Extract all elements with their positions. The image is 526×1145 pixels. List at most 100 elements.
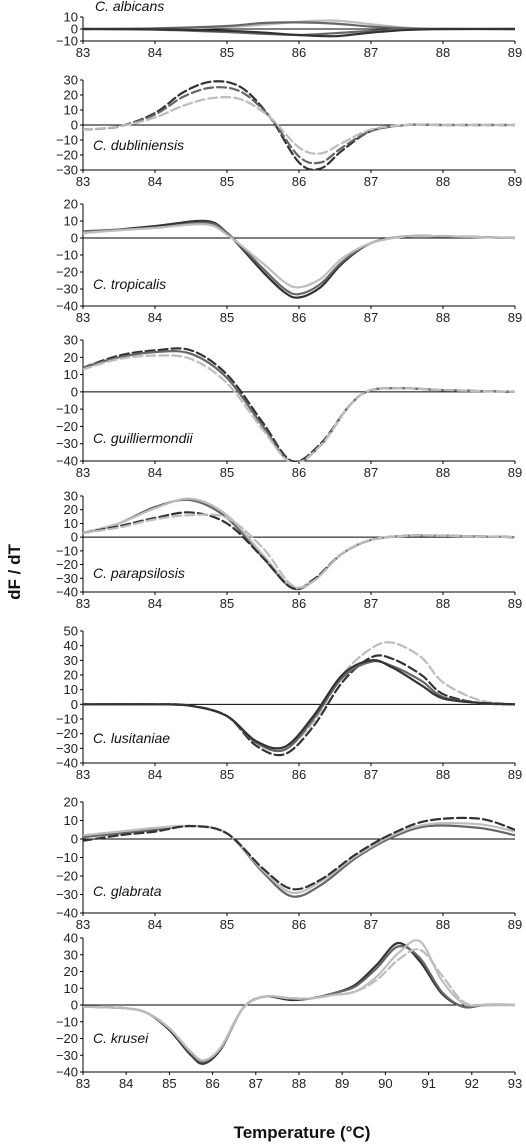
x-tick-label: 85 [220,174,234,189]
x-tick-label: 87 [364,174,378,189]
x-tick-label: 84 [148,310,162,325]
species-label: C. lusitaniae [93,730,170,746]
y-tick-label: −20 [56,148,78,163]
y-tick-label: −30 [56,1048,78,1063]
y-tick-label: 40 [64,931,78,946]
x-tick-label: 88 [436,596,450,611]
x-tick-label: 88 [436,767,450,782]
y-tick-label: 20 [64,964,78,979]
x-tick-label: 83 [76,310,90,325]
y-tick-label: −30 [56,571,78,586]
y-tick-label: 0 [71,22,78,37]
x-tick-label: 89 [508,310,522,325]
series-group [83,347,515,462]
y-tick-label: −20 [56,419,78,434]
x-tick-label: 88 [436,310,450,325]
x-tick-label: 84 [148,465,162,480]
y-tick-label: 20 [64,350,78,365]
x-tick-label: 88 [436,917,450,932]
y-tick-label: 30 [64,333,78,348]
x-tick-label: 83 [76,465,90,480]
series-line-3 [83,223,515,289]
y-tick-label: −20 [56,557,78,572]
x-tick-label: 84 [119,1076,133,1091]
x-tick-label: 93 [508,1076,522,1091]
y-tick-label: 50 [64,624,78,639]
x-tick-label: 83 [76,767,90,782]
x-tick-label: 88 [436,174,450,189]
x-tick-label: 90 [378,1076,392,1091]
y-tick-label: 0 [71,998,78,1013]
y-tick-label: 10 [64,516,78,531]
x-tick-label: 89 [508,917,522,932]
series-line-3 [83,816,515,891]
x-tick-label: 85 [220,596,234,611]
series-line-2 [83,86,515,165]
x-tick-label: 88 [292,1076,306,1091]
y-tick-label: 10 [64,103,78,118]
x-tick-label: 87 [249,1076,263,1091]
y-tick-label: −10 [56,712,78,727]
x-tick-label: 85 [220,45,234,60]
y-tick-label: −40 [56,906,78,921]
y-tick-label: 10 [64,367,78,382]
y-tick-label: 20 [64,795,78,810]
series-line-2 [83,350,515,462]
y-tick-label: −40 [56,1065,78,1080]
series-line-4 [83,948,515,1062]
y-tick-label: 30 [64,73,78,88]
x-tick-label: 87 [364,917,378,932]
series-line-3 [83,96,515,155]
y-tick-label: −20 [56,726,78,741]
species-label: C. dubliniensis [93,137,184,153]
series-line-4 [83,659,515,750]
series-group [83,219,515,299]
series-group [83,641,515,757]
x-tick-label: 87 [364,310,378,325]
x-tick-label: 84 [148,767,162,782]
x-tick-label: 84 [148,917,162,932]
series-line-4 [83,513,515,589]
x-tick-label: 83 [76,45,90,60]
series-line-1 [83,824,515,898]
y-tick-label: −20 [56,265,78,280]
y-tick-label: 20 [64,502,78,517]
x-tick-label: 86 [205,1076,219,1091]
x-tick-label: 84 [148,45,162,60]
y-tick-label: 20 [64,88,78,103]
y-tick-label: 20 [64,197,78,212]
x-tick-label: 86 [292,596,306,611]
x-tick-label: 83 [76,917,90,932]
series-group [83,816,515,898]
y-tick-label: 0 [71,118,78,133]
series-group [83,939,515,1065]
x-tick-label: 86 [292,917,306,932]
x-tick-label: 89 [508,45,522,60]
y-tick-label: 0 [71,530,78,545]
series-group [83,80,515,171]
x-tick-label: 89 [508,174,522,189]
species-label: C. guilliermondii [93,430,193,446]
y-tick-label: −40 [56,585,78,600]
x-axis-title: Temperature (°C) [234,1123,371,1142]
y-tick-label: −10 [56,133,78,148]
x-tick-label: 84 [148,596,162,611]
x-tick-label: 87 [364,45,378,60]
x-tick-label: 87 [364,767,378,782]
x-tick-label: 91 [421,1076,435,1091]
y-tick-label: 30 [64,489,78,504]
y-tick-label: 0 [71,697,78,712]
y-tick-label: 0 [71,231,78,246]
y-tick-label: 0 [71,832,78,847]
x-tick-label: 87 [364,596,378,611]
series-group [83,19,515,38]
y-tick-label: −30 [56,887,78,902]
y-tick-label: 10 [64,981,78,996]
y-tick-label: 10 [64,10,78,25]
y-tick-label: −40 [56,454,78,469]
